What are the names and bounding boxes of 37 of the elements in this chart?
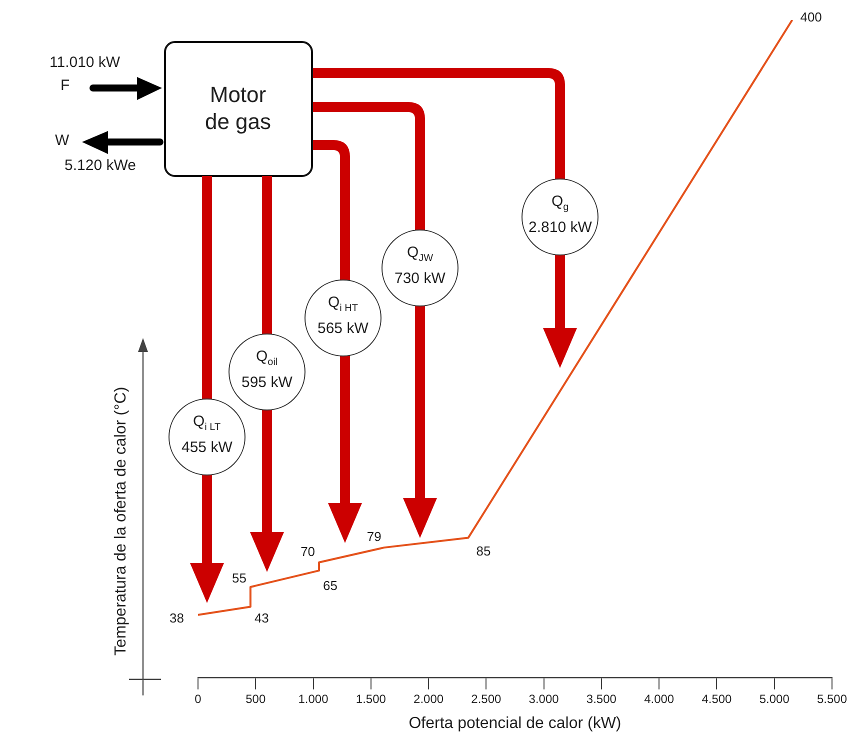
annotation: Q$_{g}$ bbox=[552, 192, 569, 212]
x-tick-label: 2.500 bbox=[471, 692, 502, 706]
annotation: Q$_{oil}$ bbox=[256, 348, 278, 368]
annotation: Q$_{i LT}$ bbox=[193, 412, 221, 432]
x-tick-label: 3.500 bbox=[586, 692, 617, 706]
data-label: 38 bbox=[170, 610, 184, 626]
data-label: 55 bbox=[232, 570, 246, 586]
text: W bbox=[55, 132, 70, 148]
data-label: 85 bbox=[476, 543, 491, 558]
x-tick-label: 1.500 bbox=[356, 692, 386, 706]
text: F bbox=[60, 76, 70, 94]
data-label: 70 bbox=[300, 544, 316, 559]
x-tick-label: 0 bbox=[194, 692, 202, 706]
x-tick-label: 4.500 bbox=[702, 692, 732, 706]
text: 5.120 kWe bbox=[64, 156, 136, 174]
annotation: 455 kW bbox=[182, 438, 232, 456]
annotation: 565 kW bbox=[318, 320, 368, 336]
x-tick-label: 500 bbox=[246, 692, 266, 706]
data-label: 400 bbox=[800, 10, 822, 25]
x-tick-label: 3.000 bbox=[528, 692, 560, 706]
annotation: 2.810 kW bbox=[528, 218, 592, 236]
data-label: 43 bbox=[254, 610, 269, 626]
x-tick-label: 5.500 bbox=[816, 692, 848, 706]
annotation: Motor de gas bbox=[204, 80, 272, 136]
data-label: 65 bbox=[323, 578, 338, 594]
annotation: 595 kW bbox=[242, 374, 292, 390]
x-tick-label: 5.000 bbox=[759, 692, 790, 706]
text: 11.010 kW bbox=[50, 54, 120, 70]
x-tick-label: 2.000 bbox=[414, 692, 444, 706]
y-axis-title: Temperatura de la oferta de calor (°C) bbox=[112, 386, 130, 656]
x-tick-label: 4.000 bbox=[644, 692, 674, 706]
data-label: 79 bbox=[366, 529, 382, 544]
x-tick-label: 1.000 bbox=[298, 692, 329, 706]
annotation: 730 kW bbox=[394, 270, 446, 286]
annotation: Q$_{i HT}$ bbox=[328, 294, 358, 314]
x-axis-title: Oferta potencial de calor (kW) bbox=[408, 714, 622, 732]
annotation: Q$_{JW}$ bbox=[407, 244, 434, 264]
